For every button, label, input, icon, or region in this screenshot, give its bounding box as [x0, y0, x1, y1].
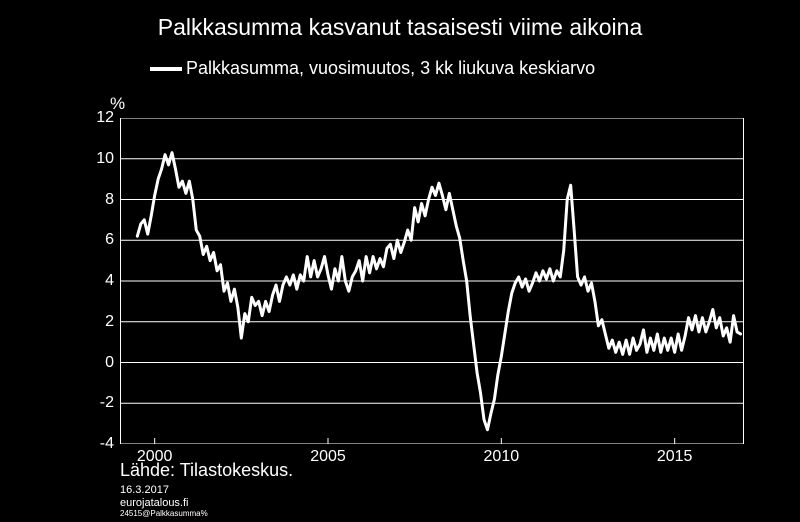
plot-area [120, 118, 744, 444]
legend: Palkkasumma, vuosimuutos, 3 kk liukuva k… [150, 58, 595, 79]
source-text: Lähde: Tilastokeskus. [120, 460, 293, 481]
y-tick-label: 10 [74, 150, 114, 168]
chart-container: Palkkasumma kasvanut tasaisesti viime ai… [0, 0, 800, 522]
y-tick-label: 6 [74, 231, 114, 249]
y-tick-label: -4 [74, 435, 114, 453]
refcode-text: 24515@Palkkasumma% [120, 509, 208, 518]
x-tick-label: 2010 [484, 448, 520, 466]
chart-title: Palkkasumma kasvanut tasaisesti viime ai… [0, 14, 800, 41]
date-text: 16.3.2017 [120, 484, 169, 496]
x-tick-label: 2015 [657, 448, 693, 466]
y-tick-label: 0 [74, 354, 114, 372]
y-tick-label: 2 [74, 313, 114, 331]
x-tick-label: 2005 [310, 448, 346, 466]
y-tick-label: 8 [74, 191, 114, 209]
chart-svg [120, 118, 744, 444]
y-tick-label: 12 [74, 109, 114, 127]
legend-swatch [150, 67, 182, 71]
y-tick-label: 4 [74, 272, 114, 290]
legend-label: Palkkasumma, vuosimuutos, 3 kk liukuva k… [186, 58, 595, 79]
y-tick-label: -2 [74, 394, 114, 412]
site-text: eurojatalous.fi [120, 497, 189, 509]
